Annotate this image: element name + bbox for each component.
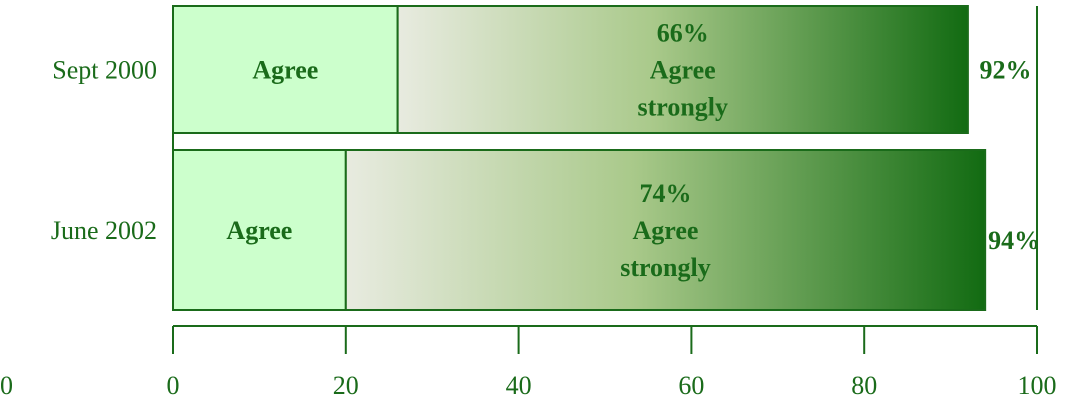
segment-label-agree-1: Agree — [226, 216, 292, 245]
x-edge-label: 00 — [0, 371, 13, 400]
segment-label-line: Agree — [226, 216, 292, 245]
x-tick-label-0: 0 — [167, 371, 180, 400]
x-tick-label-80: 80 — [851, 371, 877, 400]
segment-label-agree-0: Agree — [252, 56, 318, 85]
segment-label-line: strongly — [637, 93, 728, 122]
total-label-1: 94% — [988, 226, 1040, 255]
segment-label-line: Agree — [650, 56, 716, 85]
total-label-0: 92% — [979, 56, 1031, 85]
x-tick-label-40: 40 — [506, 371, 532, 400]
segment-label-line: 74% — [639, 179, 691, 208]
segment-label-agree-strongly-0: 66% Agree strongly — [637, 19, 728, 122]
segment-label-agree-strongly-1: 74% Agree strongly — [620, 179, 711, 282]
category-label-1: June 2002 — [51, 216, 157, 245]
bar-agree-strongly-0 — [396, 5, 969, 134]
x-tick-label-60: 60 — [678, 371, 704, 400]
bar-agree-1 — [172, 149, 347, 311]
segment-label-line: strongly — [620, 253, 711, 282]
bar-agree-strongly-1 — [344, 149, 987, 311]
segment-label-line: Agree — [633, 216, 699, 245]
segment-label-line: 66% — [657, 19, 709, 48]
segment-label-line: Agree — [252, 56, 318, 85]
x-tick-label-20: 20 — [333, 371, 359, 400]
category-label-0: Sept 2000 — [52, 56, 157, 85]
x-tick-label-100: 100 — [1018, 371, 1057, 400]
bar-agree-0 — [172, 5, 399, 134]
